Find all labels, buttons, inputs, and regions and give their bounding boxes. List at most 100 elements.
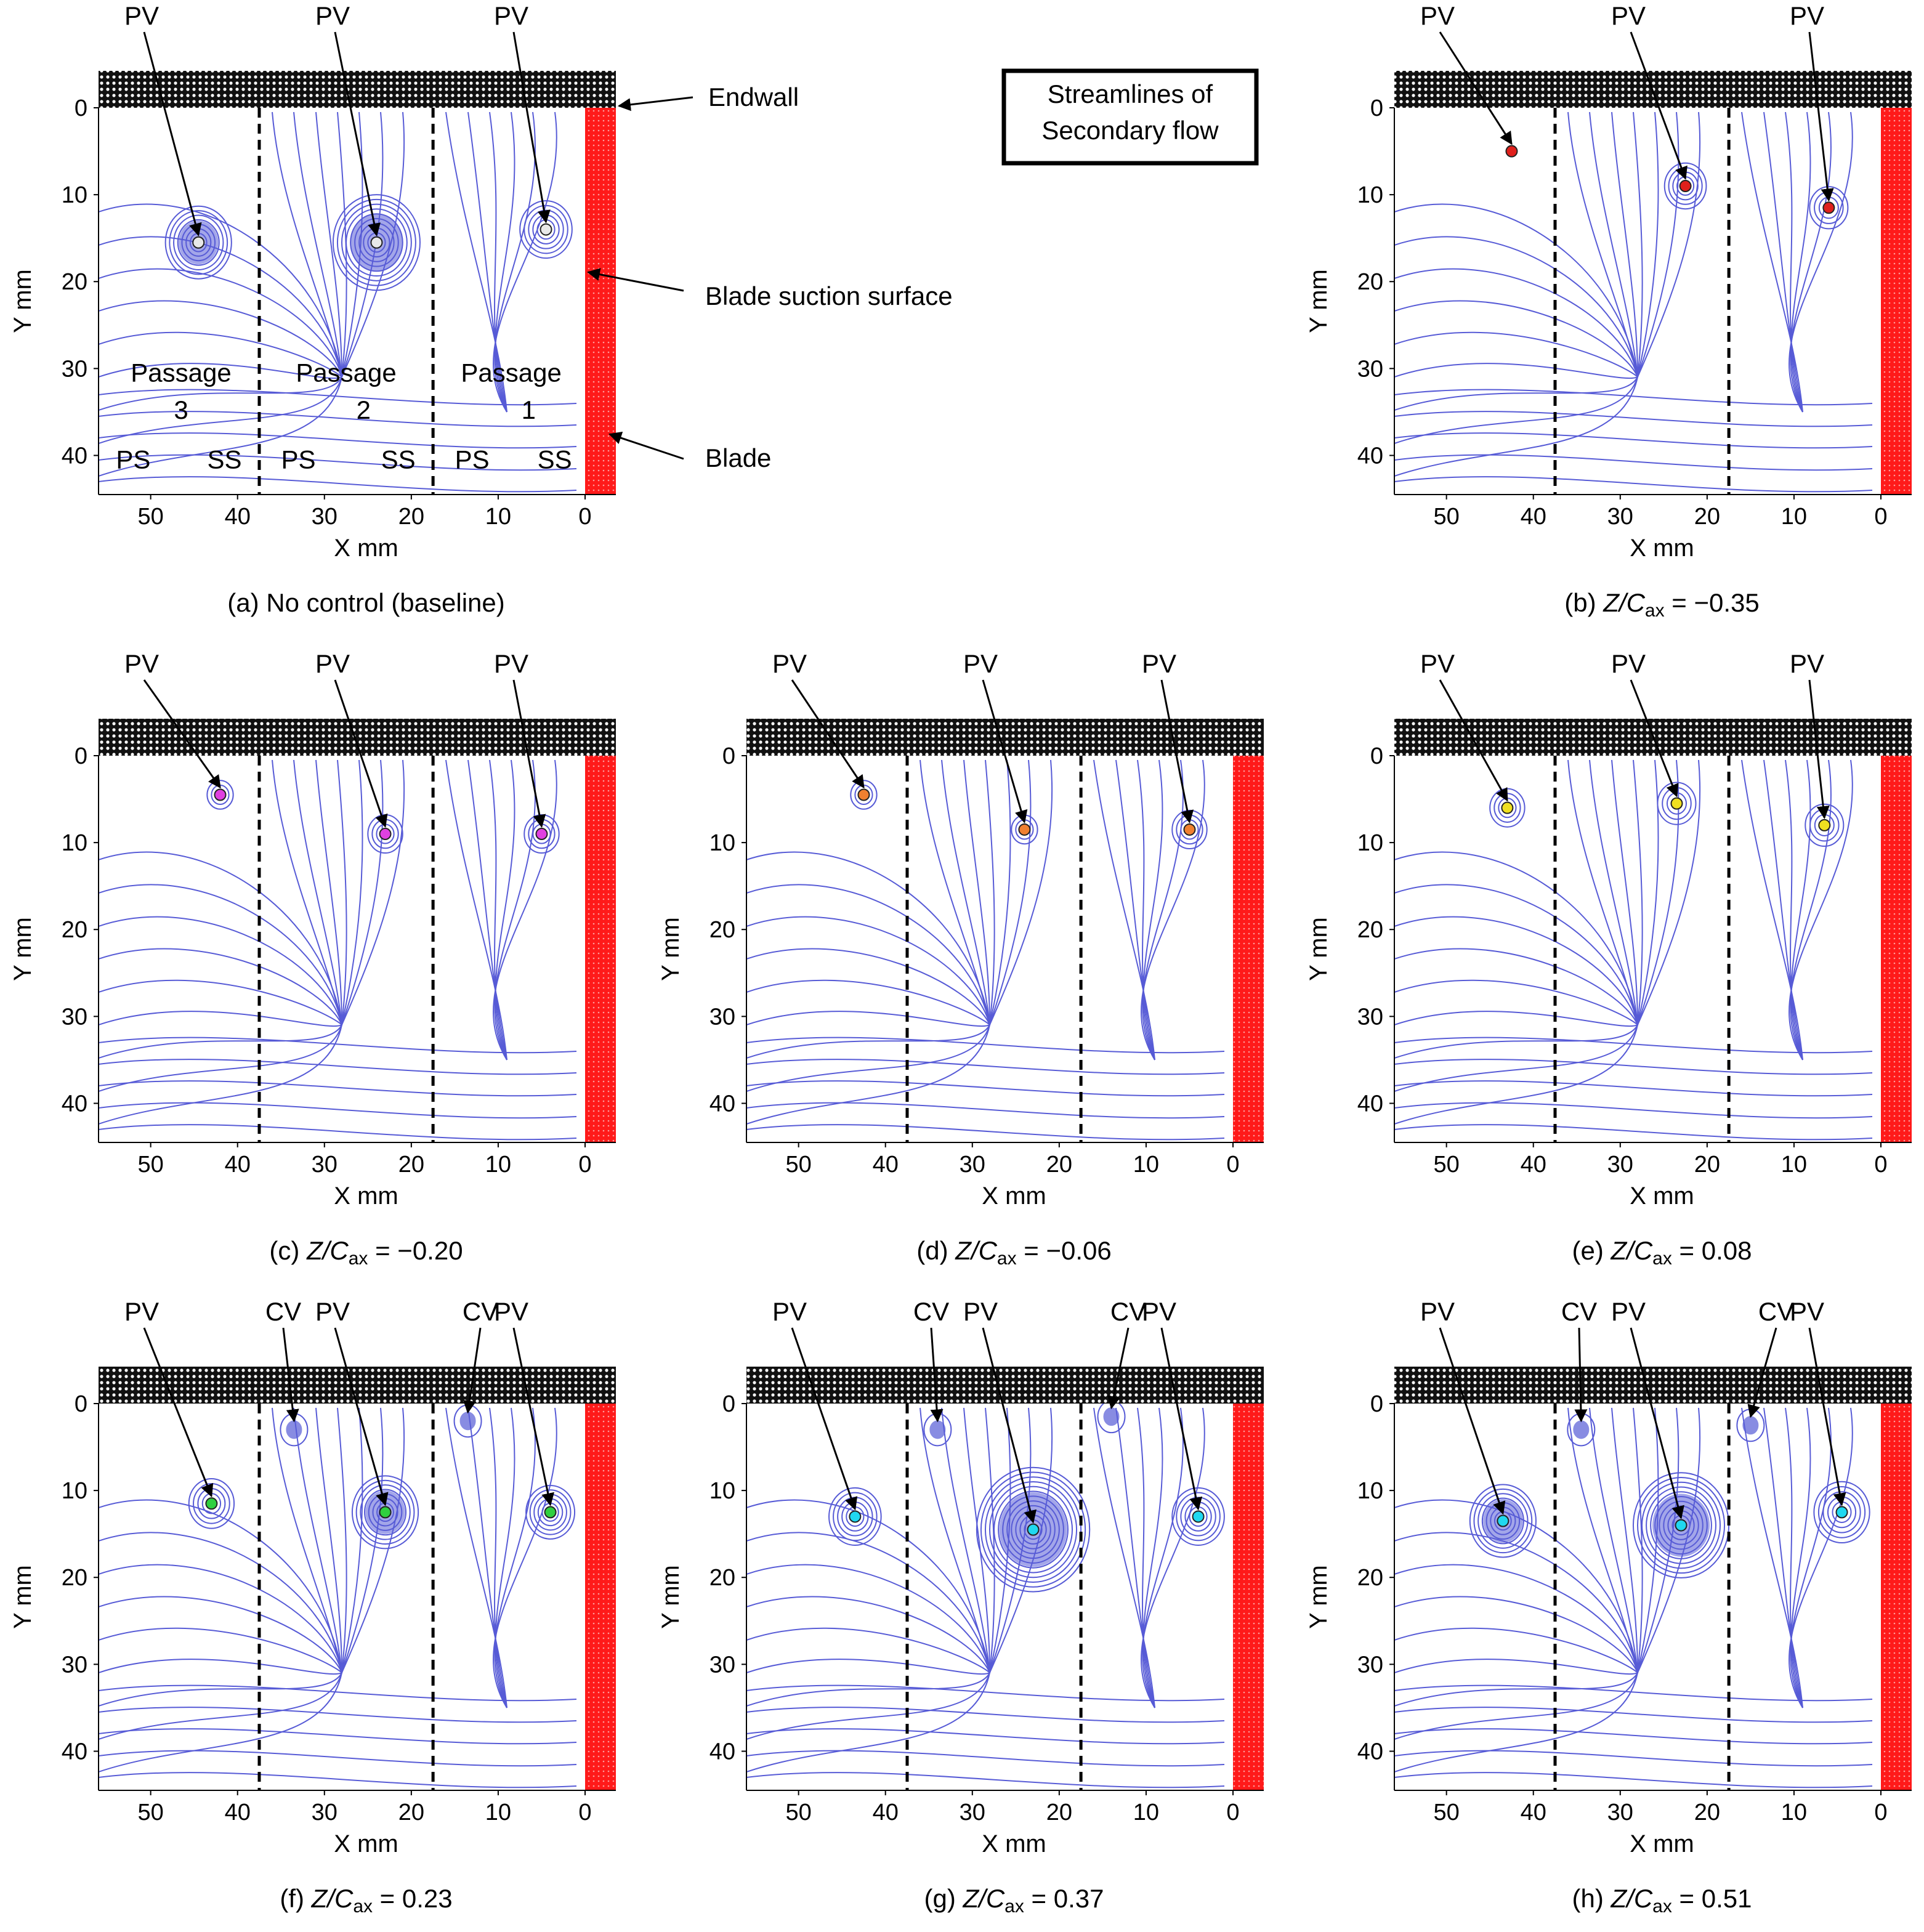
streamline (99, 1011, 342, 1027)
pv-label: PV (1790, 1, 1824, 30)
streamline (1394, 1102, 1873, 1119)
vortex-ring (1650, 1491, 1712, 1559)
y-tick-label: 20 (709, 917, 735, 943)
y-axis-label: Y mm (657, 1565, 684, 1629)
pv-marker (214, 788, 227, 801)
streamline (99, 432, 577, 449)
vortex-ring (1469, 1484, 1537, 1558)
streamline (99, 203, 342, 378)
blade-surface (1881, 756, 1912, 1142)
streamline (1394, 1059, 1873, 1075)
caption-part: (f) (280, 1884, 311, 1913)
streamline (467, 759, 507, 1061)
y-tick-label: 40 (62, 443, 87, 469)
y-axis-label: Y mm (1305, 1565, 1332, 1629)
y-tick-label: 20 (1357, 269, 1383, 295)
streamline (99, 1772, 577, 1789)
pv-marker (1027, 1523, 1040, 1536)
pv-marker (1018, 823, 1031, 836)
vortex-ring (1002, 1495, 1064, 1564)
vortex-ring (1171, 1487, 1225, 1546)
streamline (1394, 1011, 1638, 1027)
vortex-ring (1663, 162, 1707, 210)
vortex-ring (1176, 1492, 1221, 1542)
caption-part: ax (1652, 1248, 1672, 1269)
pv-label: PV (1142, 1297, 1176, 1326)
vortex-ring (1006, 1500, 1060, 1559)
pv-marker (1670, 797, 1683, 810)
streamline (1589, 1407, 1638, 1673)
streamline (341, 1407, 363, 1673)
pv-label: PV (1611, 1, 1646, 30)
streamline (99, 376, 342, 411)
blade-surface (1881, 108, 1912, 495)
y-tick-label: 30 (62, 1004, 87, 1030)
ss-label: SS (381, 445, 416, 474)
y-tick-label: 10 (62, 830, 87, 856)
pv-label: PV (315, 1, 350, 30)
x-tick-label: 30 (960, 1800, 985, 1825)
streamline (1785, 1407, 1803, 1708)
streamline (1394, 1596, 1638, 1673)
streamline (1093, 1407, 1155, 1708)
streamline (1142, 1407, 1184, 1708)
streamlines (746, 759, 1225, 1141)
ps-label: PS (116, 445, 150, 474)
endwall-band (1394, 1367, 1912, 1404)
streamlines (1394, 759, 1873, 1141)
streamline (1394, 1024, 1638, 1125)
y-tick-label: 40 (709, 1739, 735, 1764)
y-tick-label: 40 (1357, 1739, 1383, 1764)
cv-label: CV (1561, 1297, 1597, 1326)
caption-part: /C (977, 1884, 1005, 1913)
x-tick-label: 40 (1521, 1800, 1546, 1825)
caption-part: = −0.35 (1665, 588, 1760, 617)
passage-label: Passage (461, 358, 561, 387)
pv-label: PV (315, 1297, 350, 1326)
streamline (1394, 884, 1638, 1025)
legend-box: Streamlines of Secondary flow (1001, 68, 1259, 166)
x-tick-label: 40 (873, 1800, 899, 1825)
streamline (99, 1672, 342, 1707)
streamline (1394, 1037, 1873, 1054)
y-tick-label: 0 (75, 95, 87, 121)
x-tick-label: 30 (312, 1800, 338, 1825)
streamline (746, 1672, 990, 1772)
y-tick-label: 0 (75, 743, 87, 769)
streamline (746, 979, 990, 1025)
x-tick-label: 50 (138, 1152, 164, 1178)
y-tick-label: 10 (1357, 830, 1383, 856)
pv-arrow (334, 679, 388, 828)
streamline (1789, 111, 1853, 413)
streamline (1790, 1407, 1811, 1708)
x-tick-label: 0 (1874, 1800, 1887, 1825)
x-tick-label: 10 (1133, 1152, 1159, 1178)
pv-marker (192, 236, 205, 249)
streamline (920, 1407, 990, 1673)
blade-surface (1233, 1404, 1264, 1790)
vortex-ring (828, 1487, 882, 1546)
pv-arrow (1630, 679, 1679, 798)
streamline (467, 1407, 507, 1708)
pv-marker (205, 1497, 218, 1510)
pv-label: PV (1420, 1, 1455, 30)
pv-marker (1192, 1510, 1205, 1523)
streamline (746, 1124, 1225, 1141)
y-tick-label: 30 (1357, 356, 1383, 382)
y-axis-label: Y mm (9, 1565, 36, 1629)
vortex-ring (1657, 782, 1697, 825)
pv-label: PV (124, 649, 159, 678)
caption-part: ax (353, 1896, 373, 1917)
caption-part: = −0.20 (368, 1236, 463, 1265)
vortex-ring (993, 1485, 1073, 1574)
streamline (1567, 111, 1638, 378)
pv-label: PV (1790, 649, 1824, 678)
streamline (746, 1772, 1225, 1789)
caption-part: = 0.37 (1024, 1884, 1104, 1913)
cv-vortex (459, 1412, 476, 1431)
x-tick-label: 50 (786, 1152, 812, 1178)
caption-part: Z (306, 1236, 323, 1265)
streamline (99, 1024, 342, 1125)
streamline (1394, 1672, 1638, 1707)
streamline (494, 111, 536, 413)
